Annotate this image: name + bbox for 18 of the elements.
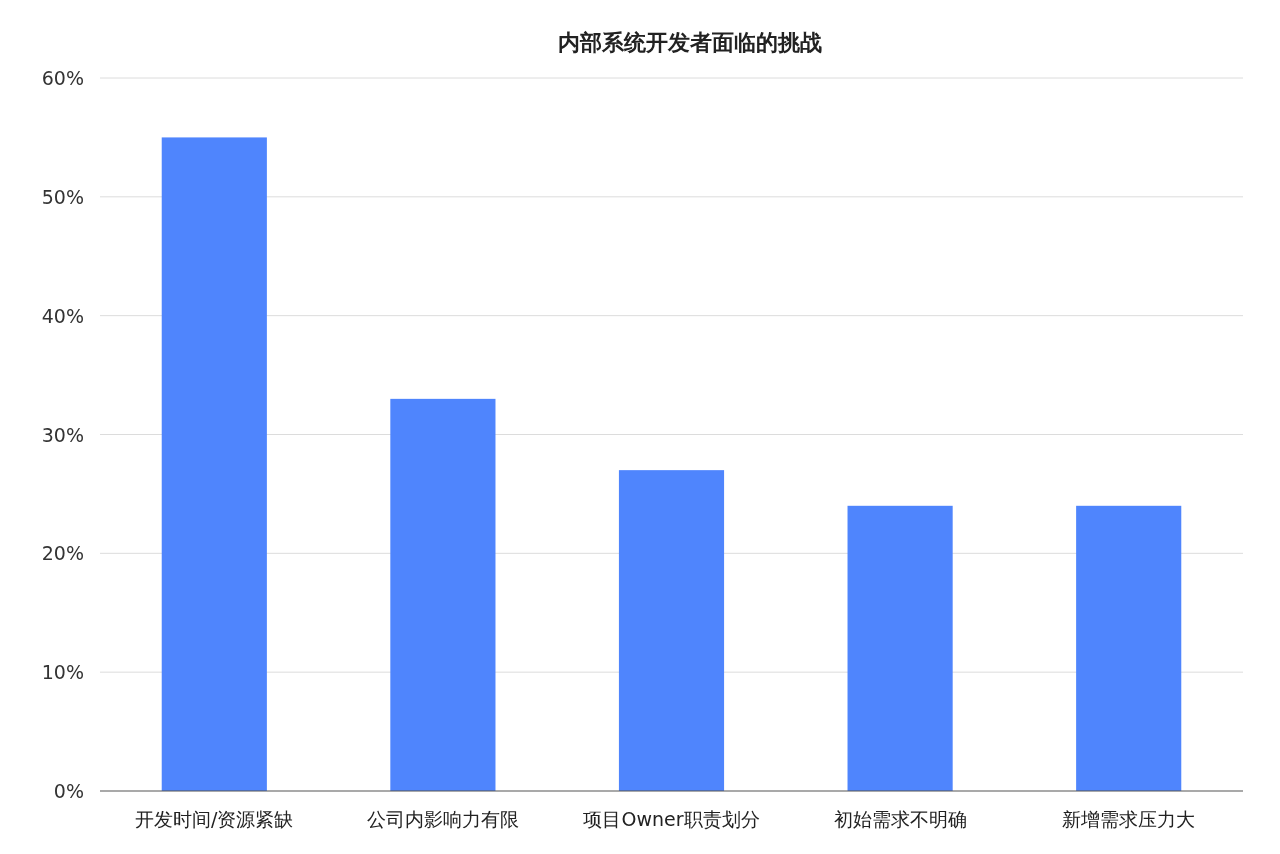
x-tick-label: 公司内影响力有限 bbox=[366, 808, 519, 830]
y-tick-label: 10% bbox=[41, 661, 84, 684]
bar bbox=[1076, 505, 1182, 791]
y-tick-label: 40% bbox=[41, 304, 84, 327]
y-tick-label: 20% bbox=[41, 542, 84, 565]
y-tick-label: 50% bbox=[41, 185, 84, 208]
bar bbox=[847, 505, 953, 791]
y-tick-label: 0% bbox=[53, 780, 84, 802]
bar bbox=[390, 398, 496, 791]
y-tick-label: 60% bbox=[41, 67, 84, 89]
x-tick-label: 项目Owner职责划分 bbox=[583, 808, 760, 830]
chart-title: 内部系统开发者面临的挑战 bbox=[557, 30, 822, 55]
bar bbox=[618, 470, 725, 791]
x-tick-label: 新增需求压力大 bbox=[1062, 808, 1196, 830]
y-tick-label: 30% bbox=[41, 423, 84, 446]
x-tick-label: 初始需求不明确 bbox=[833, 808, 967, 830]
bar bbox=[161, 137, 267, 791]
x-tick-label: 开发时间/资源紧缺 bbox=[135, 808, 294, 830]
